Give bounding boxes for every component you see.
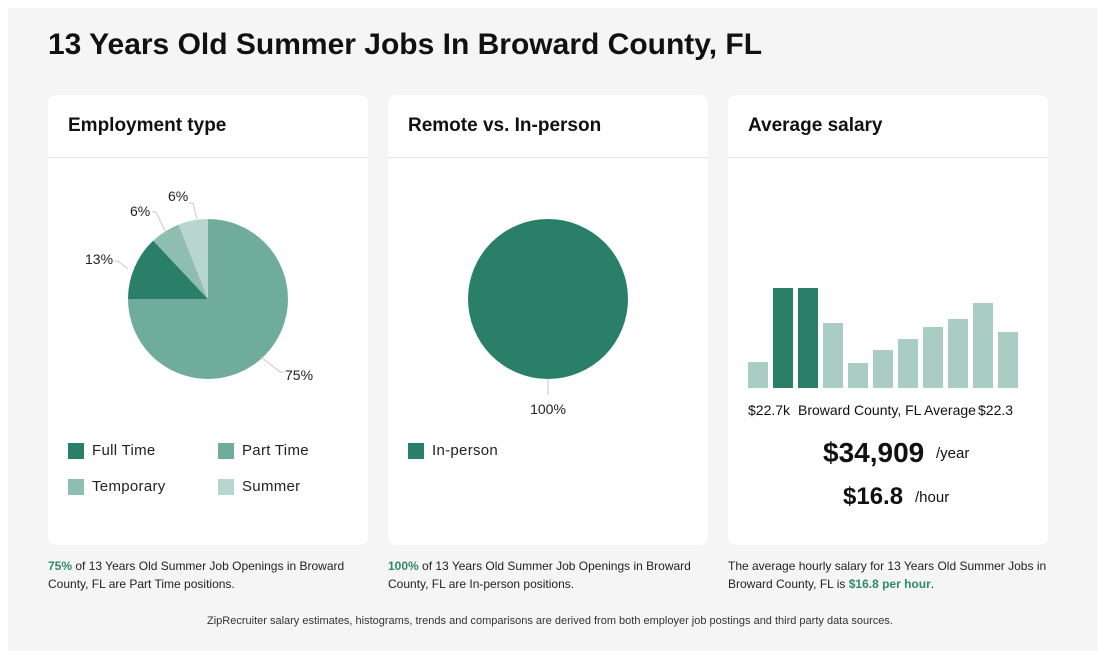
histogram-bar <box>823 323 843 388</box>
pie-slice-summer <box>178 219 208 299</box>
remote-pie-chart: 100% <box>468 219 628 417</box>
salary-histogram <box>748 288 1018 388</box>
histogram-bar <box>998 332 1018 388</box>
legend-swatch <box>68 478 84 495</box>
card-title: Remote vs. In-person <box>408 115 602 136</box>
histogram-high-label: $22.3 <box>978 402 1014 418</box>
hourly-salary: $16.8 <box>843 483 904 510</box>
divider <box>48 157 368 158</box>
caption-highlight: 75% <box>48 559 73 573</box>
average-salary-card: Average salary $22.7k Broward County, FL… <box>728 95 1048 545</box>
hourly-unit: /hour <box>915 489 950 506</box>
card-title: Employment type <box>68 115 227 136</box>
histogram-average-label: Broward County, FL Average <box>798 402 976 418</box>
pie-label-in-person: 100% <box>530 401 566 417</box>
histogram-bar <box>873 350 893 388</box>
legend-label: Summer <box>242 478 301 495</box>
legend-label: Temporary <box>92 478 166 495</box>
legend-label: In-person <box>432 442 499 459</box>
histogram-bar <box>773 288 793 388</box>
caption-end: . <box>930 577 935 591</box>
pie-slice-temporary <box>153 224 208 299</box>
pie-label-part-time: 75% <box>285 367 313 383</box>
card-title: Average salary <box>748 115 883 136</box>
legend-label: Full Time <box>92 442 156 459</box>
legend-label: Part Time <box>242 442 309 459</box>
pie-slice-in-person <box>468 219 628 379</box>
remote-caption: 100% of 13 Years Old Summer Job Openings… <box>388 557 708 593</box>
salary-caption: The average hourly salary for 13 Years O… <box>728 557 1048 593</box>
histogram-bar <box>923 327 943 388</box>
legend-swatch <box>408 442 424 459</box>
remote-vs-in-person-card: Remote vs. In-person 100% In-person <box>388 95 708 545</box>
histogram-bar <box>848 363 868 388</box>
footnote: ZipRecruiter salary estimates, histogram… <box>207 615 893 627</box>
histogram-bar <box>948 319 968 388</box>
caption-text: of 13 Years Old Summer Job Openings in B… <box>388 559 691 591</box>
legend-temporary: Temporary <box>68 478 166 495</box>
legend-swatch <box>218 442 234 459</box>
legend-swatch <box>68 442 84 459</box>
pie-leader-line <box>114 260 129 270</box>
legend-full-time: Full Time <box>68 442 156 459</box>
employment-caption: 75% of 13 Years Old Summer Job Openings … <box>48 557 368 593</box>
legend-in-person: In-person <box>408 442 498 459</box>
employment-pie-chart: 75% 13% 6% 6% <box>85 188 313 383</box>
yearly-salary: $34,909 <box>823 437 925 468</box>
histogram-bar <box>898 339 918 388</box>
legend-summer: Summer <box>218 478 300 495</box>
caption-highlight: $16.8 per hour <box>848 577 931 591</box>
pie-label-summer: 6% <box>168 188 188 204</box>
histogram-bar <box>748 362 768 388</box>
caption-highlight: 100% <box>388 559 419 573</box>
caption-text: of 13 Years Old Summer Job Openings in B… <box>48 559 345 591</box>
histogram-bar <box>973 303 993 388</box>
employment-type-card: Employment type 75% 13% 6% 6% Full Time Par… <box>48 95 368 545</box>
histogram-low-label: $22.7k <box>748 402 791 418</box>
pie-leader-line <box>260 356 284 373</box>
pie-label-full-time: 13% <box>85 251 113 267</box>
pie-label-temporary: 6% <box>130 203 150 219</box>
histogram-bar <box>798 288 818 388</box>
pie-leader-line <box>152 211 167 234</box>
yearly-unit: /year <box>936 445 970 462</box>
caption-text: The average hourly salary for 13 Years O… <box>728 559 1047 591</box>
divider <box>728 157 1048 158</box>
pie-slice-full-time <box>128 240 208 299</box>
legend-part-time: Part Time <box>218 442 309 459</box>
divider <box>388 157 708 158</box>
legend-swatch <box>218 478 234 495</box>
page-title: 13 Years Old Summer Jobs In Broward Coun… <box>48 28 763 61</box>
pie-leader-line <box>189 202 198 220</box>
